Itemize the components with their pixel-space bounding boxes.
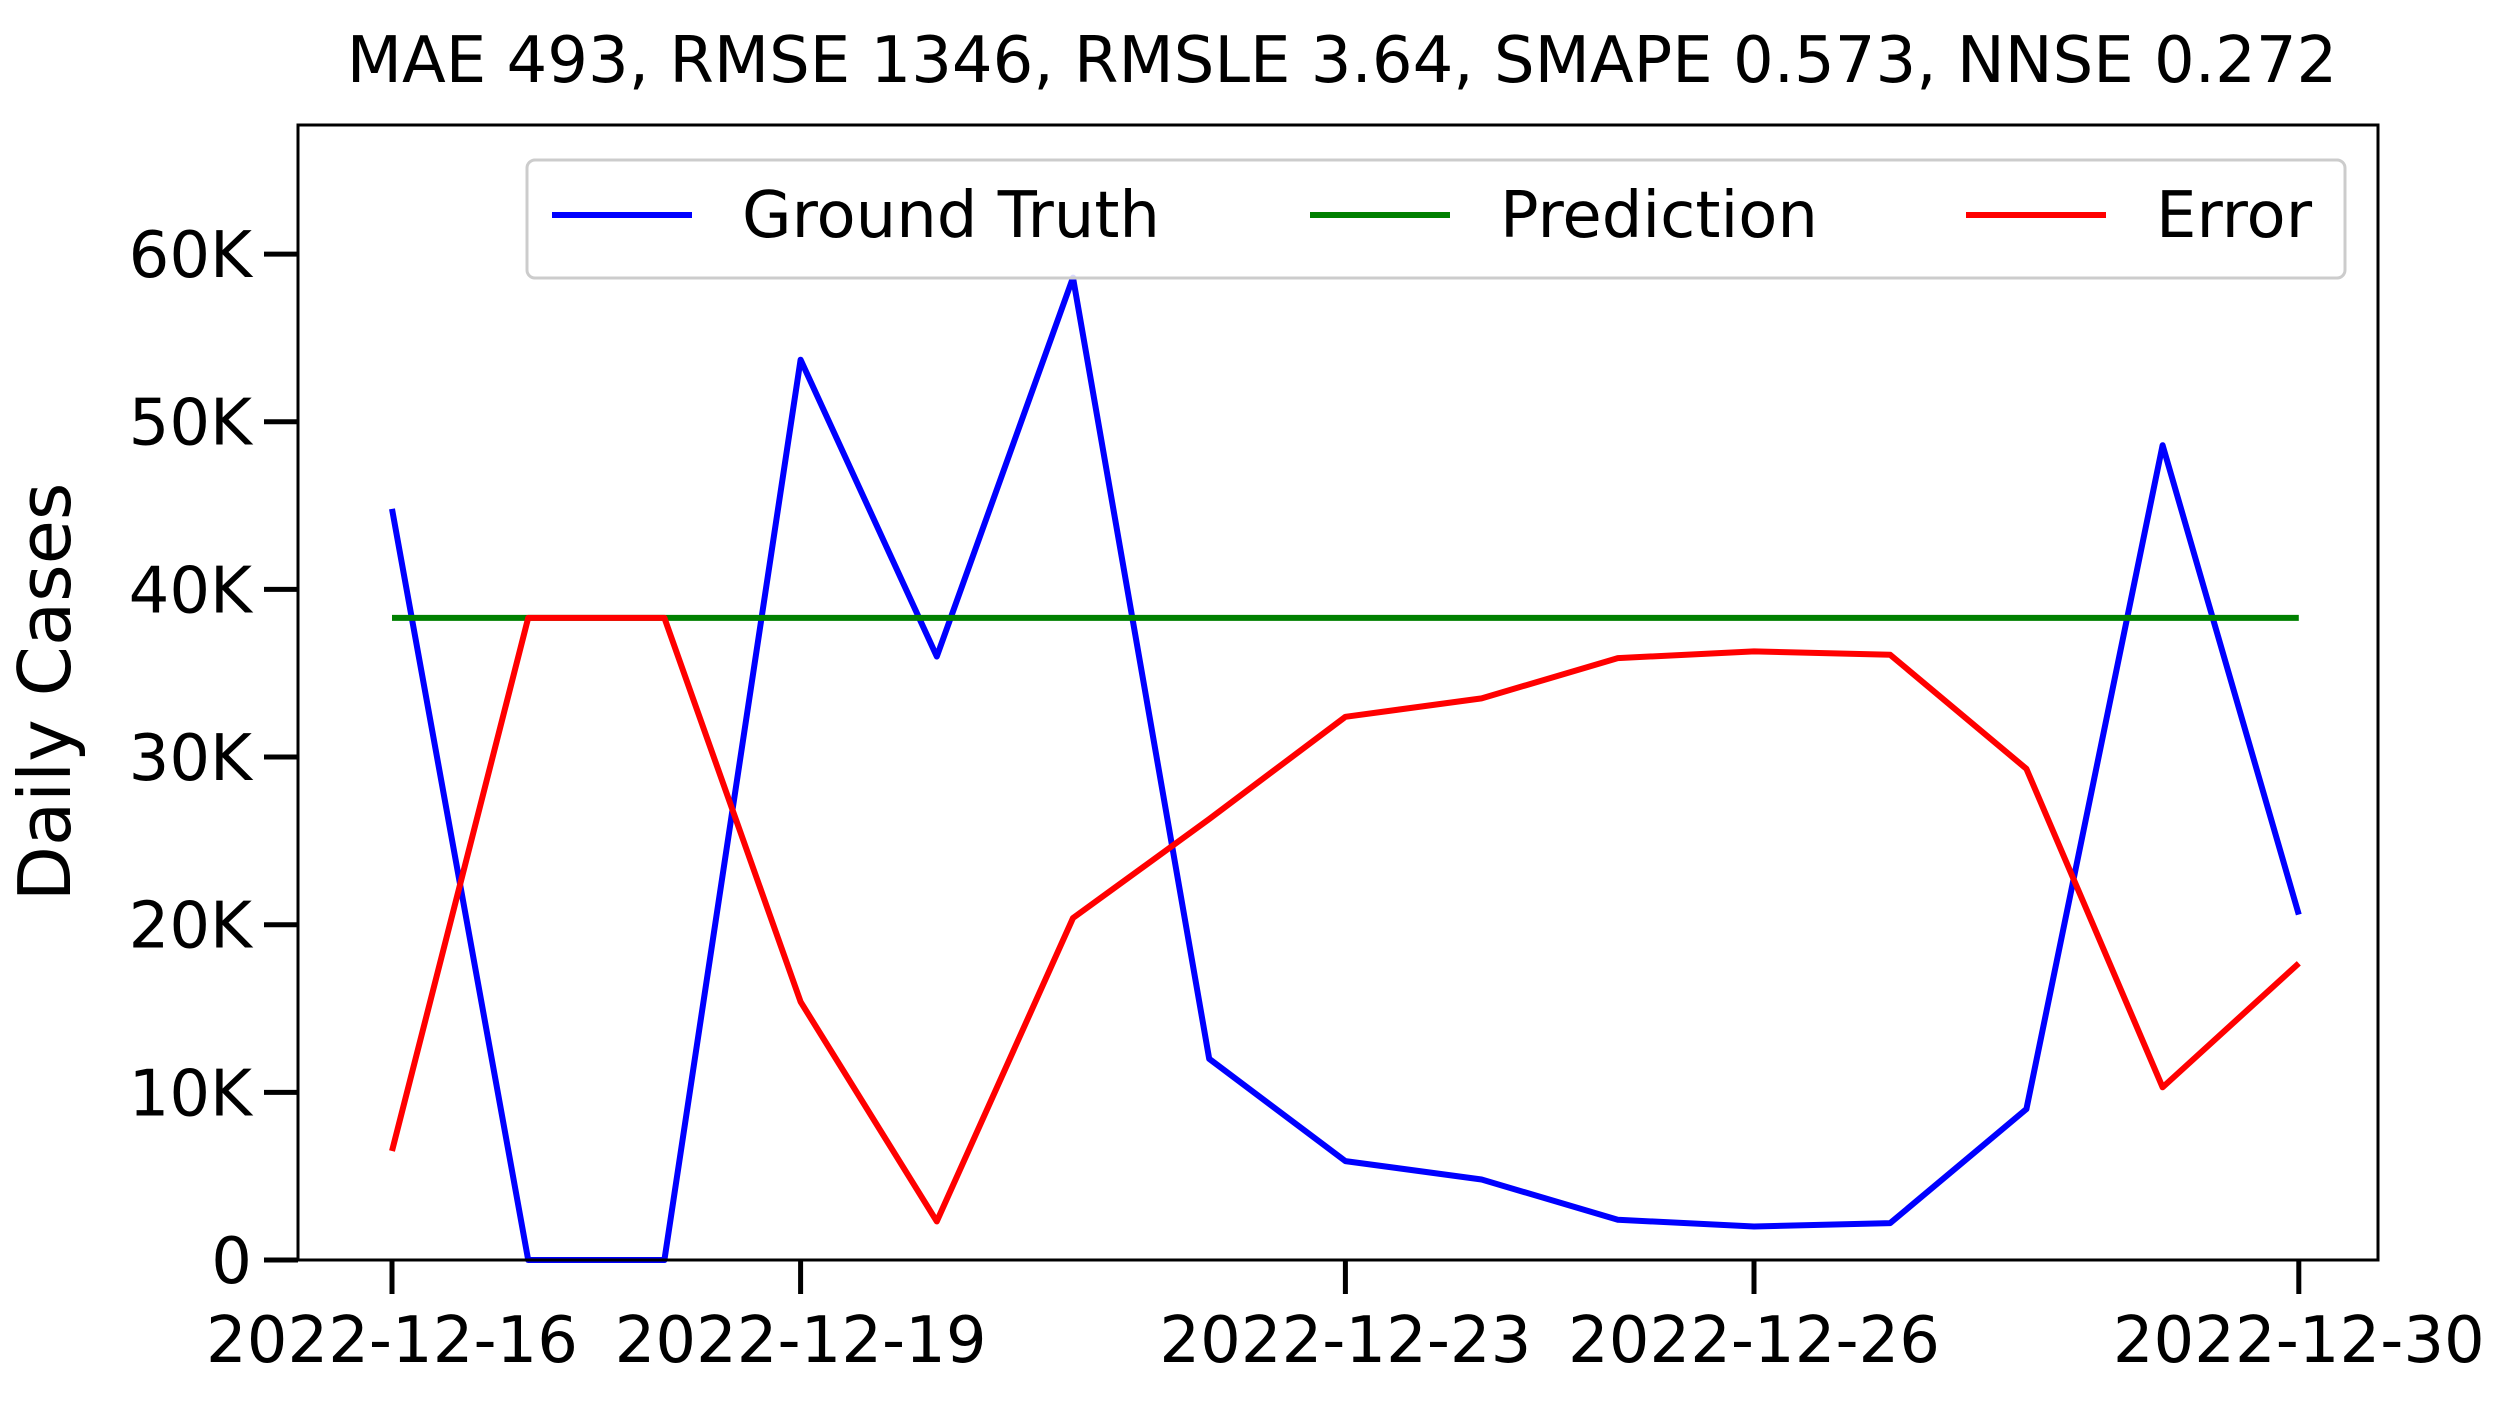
x-tick-label: 2022-12-23 (1159, 1304, 1531, 1378)
plot-frame (296, 123, 2380, 1262)
legend-label-prediction: Prediction (1500, 179, 1818, 253)
x-tick-label: 2022-12-30 (2113, 1304, 2485, 1378)
plot-area: 0 10K 20K 30K 40K 50K 60K 2022-12-16 2022-12-19 2… (129, 123, 2485, 1378)
y-tick-label: 40K (129, 554, 254, 628)
x-tick-label: 2022-12-16 (206, 1304, 578, 1378)
series-line-error (389, 614, 2301, 1225)
x-tick-label: 2022-12-19 (615, 1304, 987, 1378)
legend-label-ground-truth: Ground Truth (742, 179, 1160, 253)
y-tick-label: 20K (129, 890, 254, 964)
series-line-ground-truth (389, 274, 2302, 1263)
legend: Ground Truth Prediction Error (525, 158, 2347, 280)
y-axis-label: Daily Cases (3, 483, 87, 902)
y-tick-label: 10K (129, 1057, 254, 1131)
x-tick-label: 2022-12-26 (1568, 1304, 1940, 1378)
y-tick-label: 60K (129, 219, 254, 293)
legend-label-error: Error (2156, 179, 2313, 253)
y-tick-label: 0 (211, 1225, 252, 1299)
y-tick-label: 30K (129, 722, 254, 796)
legend-box (525, 158, 2347, 280)
chart-title: MAE 493, RMSE 1346, RMSLE 3.64, SMAPE 0.… (347, 24, 2338, 98)
y-tick-label: 50K (129, 387, 254, 461)
